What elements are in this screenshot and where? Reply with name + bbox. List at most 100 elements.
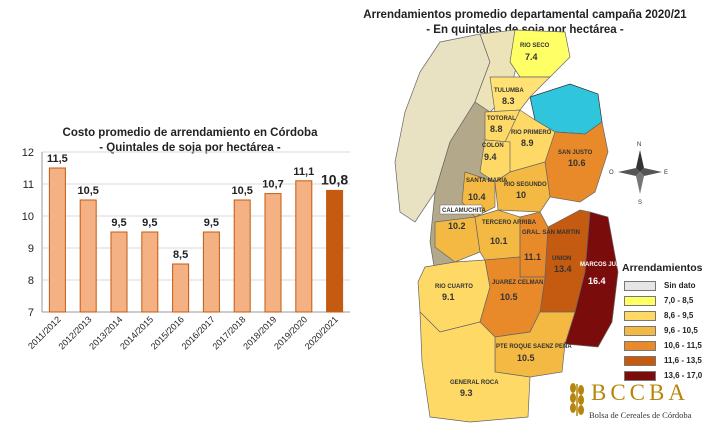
compass-needle-w xyxy=(618,168,640,176)
y-tick-label: 8 xyxy=(28,275,34,287)
bar-value-label: 10,8 xyxy=(321,171,348,187)
dept-value-rio-seco: 7.4 xyxy=(525,52,538,62)
dept-value-tulumba: 8.3 xyxy=(502,96,515,106)
dept-value-rio-cuarto: 9.1 xyxy=(442,292,455,302)
dept-value-colon: 9.4 xyxy=(484,152,497,162)
map-title: Arrendamientos promedio departamental ca… xyxy=(340,8,710,38)
bar-value-label: 9,5 xyxy=(204,217,219,229)
legend-label: 10,6 - 11,5 xyxy=(664,341,702,350)
dept-name-tercero-arriba: TERCERO ARRIBA xyxy=(482,220,537,226)
dept-value-rio-segundo: 10 xyxy=(516,190,526,200)
legend-item: 9,6 - 10,5 xyxy=(610,324,715,337)
map-title-line: Arrendamientos promedio departamental ca… xyxy=(363,9,687,21)
dept-name-rio-cuarto: RIO CUARTO xyxy=(435,284,473,290)
wheat-icon xyxy=(570,383,584,416)
legend-rows: Sin dato 7,0 - 8,5 8,6 - 9,5 9,6 - 10,5 10,6… xyxy=(610,279,715,382)
dept-name-calamuchita: CALAMUCHITA xyxy=(442,208,487,214)
dept-name-general-roca: GENERAL ROCA xyxy=(450,380,499,386)
bar-chart-title-line: Costo promedio de arrendamiento en Córdo… xyxy=(62,127,318,139)
y-tick-label: 11 xyxy=(23,179,34,191)
region-marcos-juarez xyxy=(564,211,619,348)
bar-value-label: 9,5 xyxy=(142,217,157,229)
dept-name-juarez-celman: JUAREZ CELMAN xyxy=(492,280,543,286)
bar-value-label: 9,5 xyxy=(111,217,126,229)
region-tulumba xyxy=(489,76,551,113)
legend-swatch xyxy=(624,370,656,381)
region-general-roca xyxy=(419,311,531,423)
legend-item: 8,6 - 9,5 xyxy=(610,309,715,322)
compass-s: S xyxy=(638,200,642,206)
calamuchita-label-box xyxy=(439,204,483,215)
region-tercero-arriba xyxy=(474,209,521,261)
compass-rose: N E O S xyxy=(609,142,668,206)
bar xyxy=(48,167,66,313)
legend-swatch xyxy=(624,325,656,336)
dept-name-colon: COLON xyxy=(482,143,504,149)
legend-label: Sin dato xyxy=(664,281,696,290)
bar xyxy=(79,199,97,313)
dept-name-gral-san-martin: GRAL. SAN MARTIN xyxy=(522,230,580,236)
dept-value-marcos-juarez: 16.4 xyxy=(588,276,606,286)
dept-value-santa-maria: 10.4 xyxy=(468,192,486,202)
bar xyxy=(295,180,313,313)
legend-swatch xyxy=(624,340,656,351)
y-tick-label: 7 xyxy=(28,307,34,319)
dept-name-rio-seco: RIO SECO xyxy=(520,43,550,49)
bccba-logo: BCCBA Bolsa de Cereales de Córdoba xyxy=(565,376,715,431)
dept-name-santa-maria: SANTA MARIA xyxy=(466,178,508,184)
legend-swatch xyxy=(624,310,656,321)
y-tick-label: 9 xyxy=(28,243,34,255)
dept-value-san-justo: 10.6 xyxy=(568,158,586,168)
compass-e: E xyxy=(664,170,668,176)
dept-name-totoral: TOTORAL xyxy=(487,116,516,122)
dept-name-rio-segundo: RIO SEGUNDO xyxy=(504,182,547,188)
compass-needle-n xyxy=(636,150,644,172)
y-tick-label: 12 xyxy=(22,147,34,159)
legend-swatch xyxy=(624,355,656,366)
dept-value-gral-san-martin: 11.1 xyxy=(524,252,541,262)
region-calamuchita xyxy=(434,216,481,263)
map-legend: Arrendamientos Sin dato 7,0 - 8,5 8,6 - 9,… xyxy=(610,262,715,384)
dept-name-union: UNION xyxy=(552,256,571,262)
dept-value-union: 13.4 xyxy=(554,264,572,274)
legend-item: 13,6 - 17,0 xyxy=(610,369,715,382)
legend-title: Arrendamientos xyxy=(622,262,703,274)
dept-name-pte-roque-saenz-pena: PTE ROQUE SAENZ PEÑA xyxy=(496,343,572,350)
legend-label: 9,6 - 10,5 xyxy=(664,326,698,335)
dept-value-juarez-celman: 10.5 xyxy=(500,292,518,302)
legend-label: 11,6 - 13,5 xyxy=(664,356,702,365)
bar-value-label: 10,5 xyxy=(231,185,252,197)
bar-value-label: 10,5 xyxy=(77,185,98,197)
dept-value-pte-roque-saenz-pena: 10.5 xyxy=(517,353,535,363)
logo-subtitle: Bolsa de Cereales de Córdoba xyxy=(589,410,692,420)
map-subtitle: - En quintales de soja por hectárea - xyxy=(426,24,624,36)
dept-value-rio-primero: 8.9 xyxy=(521,138,534,148)
compass-needle-e xyxy=(640,168,662,176)
bar-chart-title: Costo promedio de arrendamiento en Córdo… xyxy=(0,126,380,156)
dept-value-tercero-arriba: 10.1 xyxy=(490,236,508,246)
y-tick-label: 10 xyxy=(22,211,34,223)
bar xyxy=(202,231,220,313)
bar xyxy=(141,231,159,313)
bar-value-label: 8,5 xyxy=(173,249,188,261)
legend-item: 10,6 - 11,5 xyxy=(610,339,715,352)
dept-name-rio-primero: RIO PRIMERO xyxy=(511,130,552,136)
bar-value-label: 11,1 xyxy=(293,166,314,178)
dept-name-san-justo: SAN JUSTO xyxy=(558,150,593,156)
bar-value-label: 10,7 xyxy=(262,179,283,191)
compass-n: N xyxy=(637,142,641,148)
x-tick-label: 2020/2021 xyxy=(303,314,340,351)
legend-swatch xyxy=(624,280,656,291)
bar xyxy=(326,189,344,313)
logo-text: BCCBA xyxy=(591,380,689,405)
region-rio-seco xyxy=(509,29,571,78)
legend-label: 13,6 - 17,0 xyxy=(664,371,703,380)
dept-name-marcos-juarez: MARCOS JUAREZ xyxy=(580,262,633,268)
legend-item: Sin dato xyxy=(610,279,715,292)
dept-value-calamuchita: 10.2 xyxy=(448,221,466,231)
bar xyxy=(110,231,128,313)
compass-o: O xyxy=(609,170,614,176)
dept-name-tulumba: TULUMBA xyxy=(494,88,524,94)
legend-item: 7,0 - 8,5 xyxy=(610,294,715,307)
